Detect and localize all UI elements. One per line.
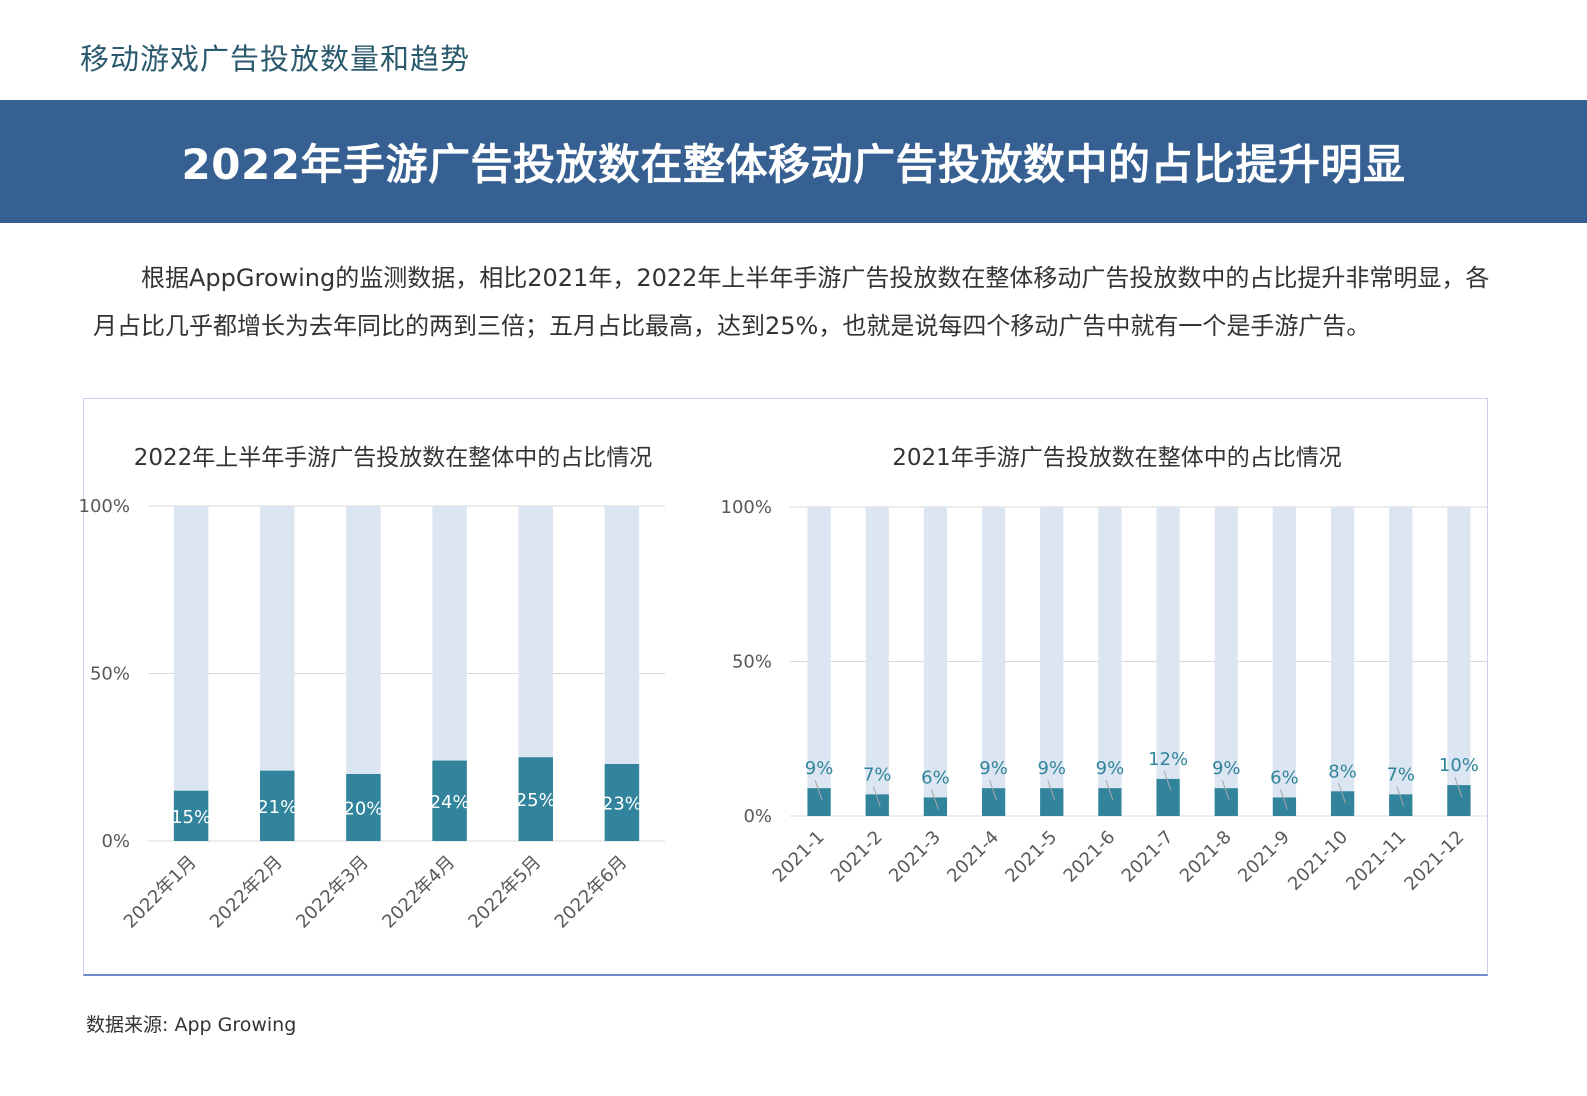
chart-2021-bar-background <box>865 507 889 816</box>
chart-2022-data-label: 24% <box>430 792 470 813</box>
chart-2021-bar-background <box>1447 507 1471 816</box>
chart-2021-y-tick-label: 50% <box>732 652 772 673</box>
chart-2021-bar <box>1214 788 1238 816</box>
chart-2022-bar <box>346 774 381 841</box>
chart-2021-data-label: 10% <box>1439 755 1479 776</box>
section-title: 移动游戏广告投放数量和趋势 <box>80 42 471 76</box>
chart-2021-bar <box>1447 785 1471 816</box>
chart-2021-leader-line <box>872 786 881 807</box>
chart-2021-leader-line <box>1279 789 1288 810</box>
chart-2022-bar <box>173 790 209 841</box>
chart-2021-bar <box>1389 794 1413 816</box>
chart-2021-leader-line <box>1338 783 1347 804</box>
chart-2021-leader-line <box>930 789 939 810</box>
chart-2021-y-tick-label: 100% <box>721 497 772 518</box>
banner-title: 2022年手游广告投放数在整体移动广告投放数中的占比提升明显 <box>181 140 1406 189</box>
chart-2021-x-tick-label: 2021-1 <box>769 827 829 887</box>
chart-2021-bar-background <box>1156 507 1180 816</box>
chart-2021-bar-background <box>1330 507 1355 816</box>
chart-2022-bar <box>432 760 467 841</box>
title-banner: 2022年手游广告投放数在整体移动广告投放数中的占比提升明显 <box>0 100 1587 223</box>
chart-2021-leader-line <box>1105 780 1114 801</box>
chart-2021-bar <box>1272 797 1297 816</box>
chart-2021-bar <box>923 797 948 816</box>
chart-2022-y-tick-label: 0% <box>101 831 130 852</box>
chart-2021-data-label: 9% <box>1212 758 1241 779</box>
chart-2021-bar-background <box>1098 507 1122 816</box>
chart-2021-x-tick-label: 2021-12 <box>1400 827 1468 895</box>
chart-2022-bar <box>604 763 640 841</box>
chart-2021-bar <box>807 788 831 816</box>
chart-2021-data-label: 8% <box>1328 761 1357 782</box>
chart-2022-data-label: 25% <box>516 790 556 811</box>
chart-2021-x-tick-label: 2021-2 <box>827 827 887 887</box>
chart-2021-leader-line <box>1047 780 1056 801</box>
chart-2021-leader-line <box>814 780 823 801</box>
chart-2021-leader-line <box>1454 776 1463 798</box>
chart-2022-y-tick-label: 100% <box>79 496 130 517</box>
chart-2021-leader-line <box>1163 770 1172 792</box>
chart-2022-bar <box>518 757 553 841</box>
chart-2021-x-tick-label: 2021-6 <box>1060 827 1120 887</box>
chart-2021-bar-background <box>1272 507 1297 816</box>
chart-2021-bar <box>1330 791 1355 816</box>
chart-2021-bar <box>981 788 1006 816</box>
chart-2021-x-tick-label: 2021-8 <box>1176 827 1236 887</box>
chart-2022-data-label: 21% <box>257 797 297 818</box>
intro-paragraph: 根据AppGrowing的监测数据，相比2021年，2022年上半年手游广告投放… <box>93 264 1490 340</box>
chart-2022-title: 2022年上半年手游广告投放数在整体中的占比情况 <box>133 445 653 471</box>
chart-2021-x-tick-label: 2021-3 <box>885 827 945 887</box>
chart-2021-x-tick-label: 2021-11 <box>1342 827 1410 895</box>
chart-2021-data-label: 9% <box>805 758 834 779</box>
chart-2021-bar <box>1040 788 1064 816</box>
chart-2021-leader-line <box>1396 786 1405 807</box>
chart-2021-bar <box>1156 778 1180 816</box>
chart-2021-data-label: 9% <box>979 758 1008 779</box>
chart-2021-bar-background <box>923 507 948 816</box>
chart-frame <box>83 398 1488 976</box>
chart-2021-data-label: 6% <box>921 767 950 788</box>
chart-2022-bar <box>260 770 295 841</box>
chart-2021-data-label: 9% <box>1037 758 1066 779</box>
chart-2021-x-tick-label: 2021-10 <box>1284 827 1352 895</box>
chart-2021-bar-background <box>981 507 1006 816</box>
chart-2021-bar <box>1098 788 1122 816</box>
data-source: 数据来源: App Growing <box>86 1014 297 1036</box>
chart-2022-bar-background <box>173 506 209 841</box>
chart-2021-leader-line <box>1221 780 1230 801</box>
chart-2021-y-tick-label: 0% <box>743 806 772 827</box>
chart-2021-data-label: 9% <box>1096 758 1125 779</box>
chart-2021-data-label: 7% <box>1386 764 1415 785</box>
chart-2021-bar-background <box>807 507 831 816</box>
chart-2021-x-tick-label: 2021-4 <box>943 827 1003 887</box>
chart-2021-bar <box>865 794 889 816</box>
chart-2021-x-tick-label: 2021-7 <box>1118 827 1178 887</box>
chart-2021-bar-background <box>1040 507 1064 816</box>
chart-2022-data-label: 23% <box>602 793 642 814</box>
chart-2022-data-label: 20% <box>343 799 383 820</box>
chart-2021-title: 2021年手游广告投放数在整体中的占比情况 <box>892 445 1342 471</box>
chart-2021-data-label: 6% <box>1270 767 1299 788</box>
chart-2021-bar-background <box>1214 507 1238 816</box>
chart-2021-bar-background <box>1389 507 1413 816</box>
chart-2021-x-tick-label: 2021-5 <box>1001 827 1061 887</box>
chart-2021-data-label: 7% <box>863 764 892 785</box>
chart-2021-data-label: 12% <box>1148 749 1188 770</box>
chart-2021-leader-line <box>989 780 998 801</box>
chart-2022-data-label: 15% <box>171 807 211 828</box>
chart-2022-y-tick-label: 50% <box>90 664 130 685</box>
